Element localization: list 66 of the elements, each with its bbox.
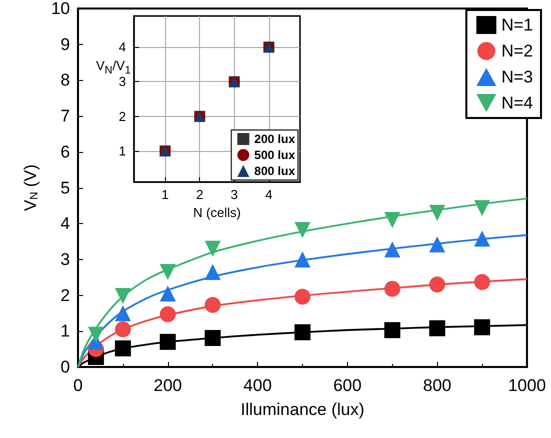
- y-tick-label: 10: [51, 0, 70, 18]
- point: [204, 330, 221, 346]
- y-tick-label: 5: [60, 178, 70, 198]
- y-tick-label: 3: [60, 250, 70, 269]
- legend-label: 800 lux: [254, 164, 296, 178]
- y-tick-label: 1: [118, 143, 126, 158]
- point: [474, 230, 490, 247]
- point: [160, 306, 176, 322]
- point: [384, 322, 400, 338]
- point: [114, 305, 131, 322]
- x-tick-label: 1: [162, 187, 169, 202]
- x-tick-label: 4: [265, 187, 272, 202]
- x-tick-label: 600: [333, 376, 362, 395]
- point: [474, 319, 490, 336]
- point: [429, 320, 446, 336]
- point: [429, 204, 446, 221]
- legend-label: N=3: [501, 68, 534, 86]
- x-tick-label: 1000: [508, 376, 546, 395]
- y-tick-label: 6: [60, 142, 70, 162]
- x-tick-label: 3: [230, 187, 238, 202]
- y-tick-label: 9: [60, 34, 70, 54]
- x-tick-label: 0: [73, 376, 83, 395]
- y-tick-label: 4: [118, 40, 126, 55]
- point: [294, 222, 310, 238]
- y-tick-label: 1: [60, 322, 70, 341]
- point: [294, 324, 310, 340]
- point: [204, 296, 221, 313]
- y-tick-label: 2: [60, 286, 70, 305]
- x-axis-title: N (cells): [193, 205, 241, 220]
- point: [114, 288, 131, 304]
- y-tick-label: 2: [118, 108, 126, 124]
- y-tick-label: 4: [60, 214, 70, 234]
- x-tick-label: 800: [423, 376, 452, 395]
- point: [384, 212, 400, 228]
- point: [474, 200, 490, 216]
- x-axis-title: Illuminance (lux): [240, 400, 364, 419]
- point: [88, 326, 104, 343]
- point: [429, 236, 446, 252]
- point: [384, 280, 400, 297]
- legend-label: N=2: [501, 42, 534, 60]
- x-tick-label: 200: [154, 376, 182, 395]
- point: [384, 241, 400, 258]
- point: [114, 340, 131, 356]
- legend-label: N=1: [501, 16, 534, 34]
- y-tick-label: 8: [60, 70, 70, 90]
- point: [160, 264, 176, 280]
- y-tick-label: 0: [60, 358, 70, 376]
- point: [160, 334, 176, 350]
- point: [204, 264, 221, 280]
- point: [160, 286, 176, 302]
- y-tick-label: 7: [60, 106, 70, 126]
- line-series: [77, 198, 528, 368]
- x-tick-label: 2: [196, 187, 204, 202]
- point: [114, 321, 131, 338]
- point: [294, 251, 310, 268]
- point: [474, 274, 490, 290]
- legend-label: 200 lux: [254, 132, 296, 146]
- y-axis-title: VN (V): [20, 164, 41, 212]
- legend-label: 500 lux: [254, 148, 296, 162]
- point: [294, 288, 310, 305]
- point: [429, 276, 446, 293]
- point: [204, 240, 221, 257]
- y-axis-title: V$_{N}$/V$_{1}$: [96, 58, 131, 77]
- x-tick-label: 400: [243, 376, 272, 395]
- legend-label: N=4: [501, 94, 534, 112]
- y-tick-label: 3: [118, 74, 126, 90]
